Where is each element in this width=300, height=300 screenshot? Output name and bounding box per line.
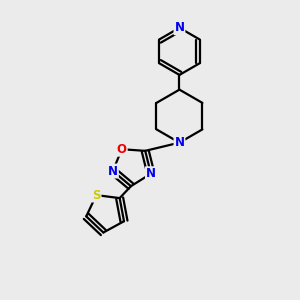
Text: N: N — [108, 164, 118, 178]
Text: N: N — [174, 21, 184, 34]
Text: S: S — [92, 189, 100, 202]
Text: N: N — [174, 136, 184, 149]
Text: N: N — [146, 167, 156, 180]
Text: O: O — [117, 143, 127, 156]
